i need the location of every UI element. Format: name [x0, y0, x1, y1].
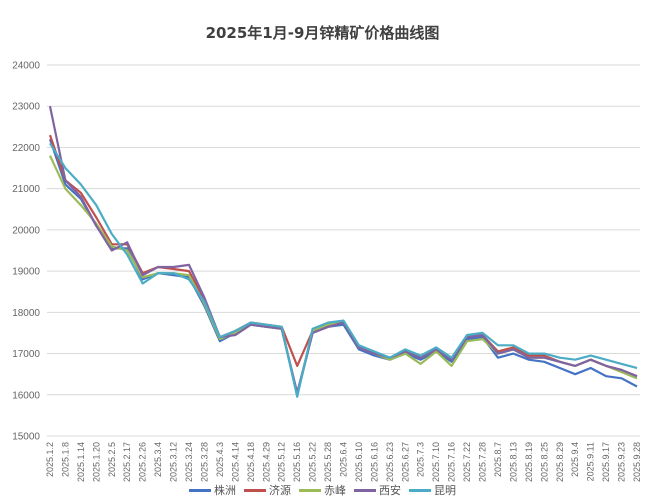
x-tick-label: 2025.9.23	[617, 442, 627, 482]
legend-swatch-icon	[244, 488, 266, 492]
x-tick-label: 2025.4.29	[261, 442, 271, 482]
x-tick-label: 2025.4.18	[246, 442, 256, 482]
x-tick-label: 2025.3.12	[169, 442, 179, 482]
x-tick-label: 2025.8.7	[493, 442, 503, 477]
y-tick-label: 18000	[12, 308, 40, 319]
y-tick-label: 20000	[12, 225, 40, 236]
x-tick-label: 2025.8.25	[539, 442, 549, 482]
x-tick-label: 2025.5.28	[323, 442, 333, 482]
x-tick-label: 2025.5.12	[277, 442, 287, 482]
x-tick-label: 2025.6.27	[400, 442, 410, 482]
x-tick-label: 2025.6.23	[385, 442, 395, 482]
x-tick-label: 2025.5.22	[308, 442, 318, 482]
x-tick-label: 2025.5.16	[292, 442, 302, 482]
x-tick-label: 2025.6.10	[354, 442, 364, 482]
x-tick-label: 2025.4.14	[230, 442, 240, 482]
legend-label: 昆明	[434, 484, 456, 497]
legend-label: 济源	[269, 484, 291, 497]
series-line-4	[49, 142, 638, 398]
legend-item: 西安	[354, 482, 401, 498]
y-tick-label: 15000	[12, 432, 40, 443]
legend-item: 株洲	[189, 482, 236, 498]
x-tick-label: 2025.9.11	[586, 442, 596, 481]
series-line-0	[48, 138, 638, 396]
x-tick-label: 2025.1.8	[60, 442, 70, 477]
legend-label: 西安	[379, 484, 401, 497]
legend: 株洲 济源 赤峰 西安 昆明	[0, 482, 645, 498]
x-tick-label: 2025.9.17	[601, 442, 611, 482]
y-tick-label: 19000	[12, 267, 40, 278]
y-tick-label: 24000	[12, 61, 40, 72]
x-tick-label: 2025.7.22	[462, 442, 472, 482]
legend-swatch-icon	[189, 488, 211, 492]
x-tick-label: 2025.2.5	[107, 442, 117, 477]
x-tick-label: 2025.8.13	[508, 442, 518, 482]
legend-swatch-icon	[354, 488, 376, 492]
x-tick-label: 2025.7.10	[431, 442, 441, 482]
y-tick-label: 22000	[12, 143, 40, 154]
legend-label: 赤峰	[324, 484, 346, 497]
x-tick-label: 2025.7.16	[447, 442, 457, 482]
x-tick-label: 2025.1.2	[45, 442, 55, 477]
x-tick-label: 2025.3.24	[184, 442, 194, 482]
legend-swatch-icon	[299, 488, 321, 492]
x-tick-label: 2025.6.16	[369, 442, 379, 482]
x-tick-label: 2025.3.28	[199, 442, 209, 482]
legend-item: 昆明	[409, 482, 456, 498]
series-lines	[48, 105, 638, 398]
y-tick-label: 17000	[12, 349, 40, 360]
x-tick-label: 2025.8.29	[555, 442, 565, 482]
series-line-1	[48, 134, 638, 378]
x-tick-label: 2025.2.26	[138, 442, 148, 482]
y-tick-label: 21000	[12, 184, 40, 195]
y-tick-label: 16000	[12, 390, 40, 401]
chart-title: 2025年1月-9月锌精矿价格曲线图	[205, 24, 440, 42]
x-tick-label: 2025.7.28	[478, 442, 488, 482]
y-tick-label: 23000	[12, 102, 40, 113]
legend-item: 济源	[244, 482, 291, 498]
x-tick-label: 2025.4.3	[215, 442, 225, 477]
x-tick-label: 2025.9.28	[632, 442, 642, 482]
y-axis: 15000 16000 17000 18000 19000 20000 21000 22000…	[12, 61, 40, 443]
x-tick-label: 2025.7.3	[416, 442, 426, 477]
x-axis: 2025.1.2 2025.1.8 2025.1.14 2025.1.20 2025.2…	[45, 442, 642, 482]
x-tick-label: 2025.3.4	[153, 442, 163, 477]
x-tick-label: 2025.9.4	[570, 442, 580, 477]
x-tick-label: 2025.1.20	[91, 442, 101, 482]
legend-swatch-icon	[409, 488, 431, 492]
x-tick-label: 2025.6.4	[339, 442, 349, 477]
legend-label: 株洲	[214, 484, 236, 497]
gridlines	[47, 64, 640, 437]
x-tick-label: 2025.1.14	[76, 442, 86, 482]
x-tick-label: 2025.8.19	[524, 442, 534, 482]
x-tick-label: 2025.2.17	[122, 442, 132, 482]
legend-item: 赤峰	[299, 482, 346, 498]
series-line-3	[48, 105, 638, 394]
